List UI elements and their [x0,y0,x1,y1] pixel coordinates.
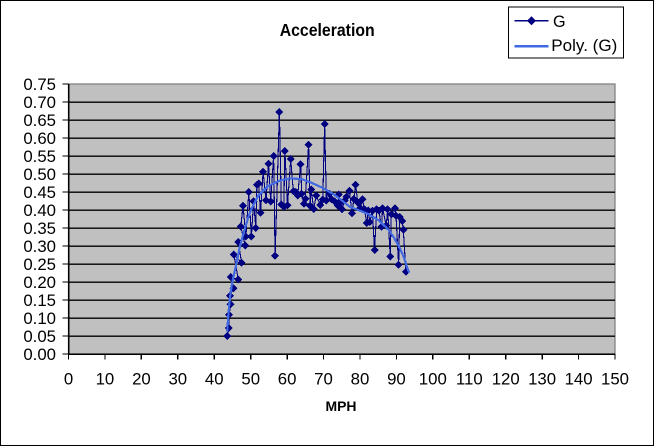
svg-text:30: 30 [168,370,187,389]
svg-text:0.50: 0.50 [23,165,56,184]
svg-text:0.25: 0.25 [23,255,56,274]
svg-text:110: 110 [456,370,483,389]
svg-text:0.45: 0.45 [23,183,56,202]
svg-text:90: 90 [387,370,406,389]
svg-text:40: 40 [205,370,224,389]
svg-text:60: 60 [278,370,297,389]
svg-text:140: 140 [565,370,593,389]
svg-text:0.35: 0.35 [23,219,56,238]
svg-text:0.10: 0.10 [23,309,56,328]
svg-text:0.60: 0.60 [23,129,56,148]
svg-text:0.30: 0.30 [23,237,56,256]
svg-text:150: 150 [601,370,629,389]
svg-text:130: 130 [528,370,556,389]
svg-text:MPH: MPH [326,398,357,414]
svg-text:0.75: 0.75 [23,75,56,94]
svg-text:Acceleration: Acceleration [280,20,375,40]
svg-text:0.20: 0.20 [23,273,56,292]
svg-text:0: 0 [64,370,73,389]
svg-text:G: G [553,13,566,31]
svg-text:80: 80 [351,370,370,389]
svg-text:0.40: 0.40 [23,201,56,220]
svg-text:0.05: 0.05 [23,327,56,346]
svg-text:50: 50 [241,370,260,389]
svg-text:0.65: 0.65 [23,111,56,130]
svg-text:0.70: 0.70 [23,93,56,112]
svg-text:0.00: 0.00 [23,345,56,364]
svg-text:70: 70 [314,370,333,389]
svg-text:Poly. (G): Poly. (G) [551,37,617,55]
svg-text:20: 20 [132,370,151,389]
svg-text:120: 120 [492,370,520,389]
svg-text:0.55: 0.55 [23,147,56,166]
svg-text:0.15: 0.15 [23,291,56,310]
svg-text:10: 10 [96,370,115,389]
svg-text:100: 100 [419,370,447,389]
